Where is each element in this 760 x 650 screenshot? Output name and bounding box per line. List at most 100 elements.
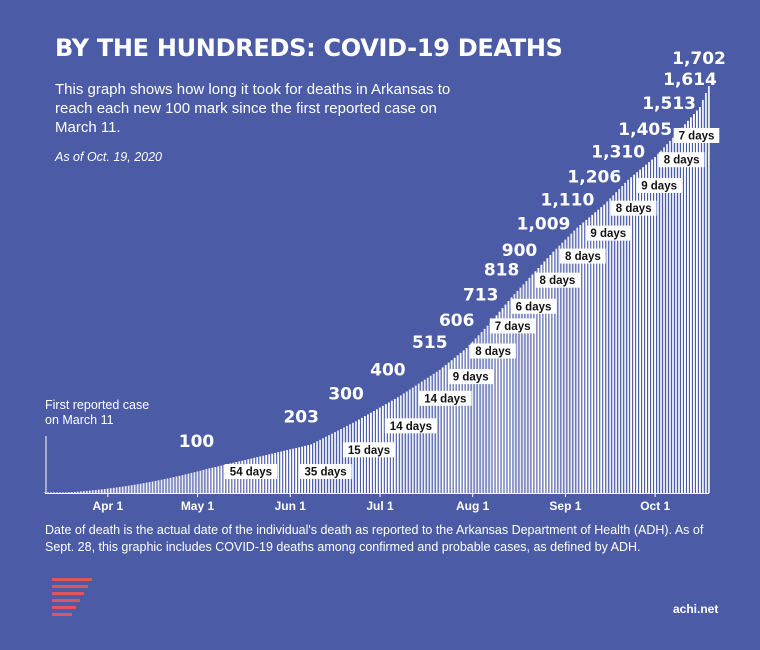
- daily-bar: [283, 450, 286, 493]
- daily-bar: [292, 448, 295, 493]
- daily-bar: [453, 357, 456, 493]
- daily-bar: [537, 268, 540, 493]
- daily-bar: [43, 492, 46, 493]
- daily-bar: [459, 352, 462, 493]
- annotation-text: First reported case: [45, 398, 149, 412]
- daily-bar: [639, 169, 642, 493]
- milestone-value-label: 1,009: [517, 215, 571, 235]
- daily-bar: [564, 239, 567, 493]
- daily-bar: [346, 425, 348, 493]
- page-title: BY THE HUNDREDS: COVID-19 DEATHS: [55, 34, 563, 62]
- daily-bar: [340, 428, 342, 493]
- days-label-box: [342, 442, 396, 458]
- daily-bar: [343, 427, 345, 493]
- as-of-date: As of Oct. 19, 2020: [55, 150, 163, 164]
- daily-bar: [609, 198, 612, 493]
- daily-bar: [579, 225, 582, 493]
- daily-bar: [280, 451, 283, 493]
- x-tick-label: Jun 1: [275, 499, 307, 513]
- daily-bar: [175, 476, 178, 493]
- days-label-box: [384, 418, 437, 434]
- daily-bar: [160, 479, 163, 493]
- daily-bar: [636, 172, 639, 494]
- daily-bar: [429, 375, 432, 493]
- x-tick-label: Aug 1: [456, 499, 490, 513]
- daily-bar: [669, 140, 671, 493]
- daily-bar: [145, 482, 148, 493]
- daily-bar: [76, 491, 79, 493]
- daily-bar: [172, 477, 175, 493]
- daily-bar: [91, 490, 94, 493]
- days-label-box: [299, 464, 352, 479]
- daily-bar: [112, 487, 115, 493]
- daily-bar: [88, 490, 91, 493]
- source-link[interactable]: achi.net: [673, 602, 719, 616]
- milestone-value-label: 300: [328, 384, 364, 404]
- daily-bar: [681, 127, 683, 493]
- daily-bar: [151, 481, 154, 493]
- daily-bar: [621, 185, 624, 493]
- daily-bar: [567, 236, 570, 493]
- daily-bar: [684, 124, 686, 494]
- days-label: 15 days: [348, 445, 390, 457]
- daily-bar: [295, 447, 298, 493]
- daily-bar: [64, 492, 67, 493]
- daily-bar: [139, 483, 142, 493]
- milestone-value-label: 100: [179, 432, 215, 452]
- daily-bar: [615, 192, 618, 494]
- daily-bar: [411, 387, 414, 493]
- daily-bar: [657, 153, 659, 494]
- daily-bar: [399, 395, 402, 493]
- days-label-box: [489, 318, 536, 334]
- daily-bar: [73, 491, 76, 493]
- daily-bar: [85, 490, 88, 493]
- daily-bar: [157, 480, 160, 493]
- days-label-box: [673, 128, 720, 143]
- milestone-value-label: 1,405: [618, 120, 672, 140]
- daily-bar: [597, 209, 600, 493]
- daily-bar: [432, 373, 435, 493]
- days-label: 8 days: [539, 275, 575, 287]
- daily-bar: [707, 86, 710, 493]
- days-label: 14 days: [424, 393, 466, 405]
- days-label-box: [585, 225, 632, 241]
- daily-bar: [118, 487, 121, 493]
- days-label-box: [470, 343, 516, 359]
- daily-bar: [498, 311, 501, 493]
- daily-bar: [184, 474, 187, 493]
- daily-bar: [450, 360, 453, 493]
- daily-bar: [561, 242, 564, 493]
- milestone-labels: 100 54 days 203 35 days 300 15 days 400 14 days…: [179, 49, 726, 479]
- daily-bar: [558, 245, 561, 493]
- daily-bar: [352, 422, 354, 493]
- x-tick-label: Jul 1: [366, 499, 394, 513]
- daily-bar: [349, 424, 351, 493]
- daily-bar: [573, 230, 576, 493]
- milestone-value-label: 400: [370, 360, 406, 380]
- days-label-box: [610, 200, 657, 216]
- page-subtitle: This graph shows how long it took for de…: [55, 81, 451, 136]
- daily-bar: [58, 492, 61, 493]
- daily-bar: [124, 486, 127, 493]
- daily-bar: [522, 284, 525, 493]
- daily-bar: [510, 297, 513, 493]
- daily-bar: [534, 271, 537, 493]
- daily-bar: [489, 322, 492, 493]
- daily-bar: [441, 367, 444, 493]
- daily-bar: [337, 430, 339, 493]
- daily-bar: [648, 162, 650, 493]
- days-label: 8 days: [475, 346, 511, 358]
- days-label: 7 days: [679, 131, 715, 143]
- footnote: Date of death is the actual date of the …: [45, 523, 704, 554]
- daily-bar: [190, 472, 193, 493]
- daily-bar: [202, 469, 205, 493]
- daily-bar: [546, 258, 549, 493]
- daily-bar: [423, 379, 426, 493]
- daily-bar: [486, 325, 489, 493]
- daily-bar: [142, 483, 145, 493]
- daily-bar: [552, 251, 555, 493]
- daily-bar: [196, 471, 199, 493]
- daily-bar: [136, 484, 139, 493]
- daily-bar: [585, 219, 588, 493]
